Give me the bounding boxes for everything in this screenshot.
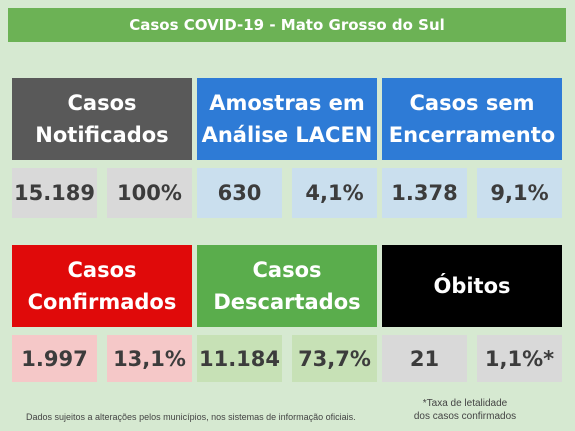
panel-percent: 1,1%* xyxy=(477,335,562,382)
note-line: dos casos confirmados xyxy=(413,411,517,422)
panel-title-line: Análise LACEN xyxy=(201,123,373,147)
panel-value: 630 xyxy=(197,168,282,218)
panel-percent: 4,1% xyxy=(292,168,377,218)
panel-title-line: Amostras em xyxy=(209,91,365,115)
header-title: Casos COVID-19 - Mato Grosso do Sul xyxy=(8,8,566,42)
panel-title-line: Casos xyxy=(252,258,322,282)
panel-value: 15.189 xyxy=(12,168,97,218)
panel-title-line: Notificados xyxy=(35,123,169,147)
panel-title: Casos Notificados xyxy=(12,78,192,160)
panel-value: 11.184 xyxy=(197,335,282,382)
panel-title-line: Encerramento xyxy=(388,123,556,147)
panel-title-line: Casos xyxy=(67,91,137,115)
panel-title: Casos Descartados xyxy=(197,245,377,327)
panel-percent: 100% xyxy=(107,168,192,218)
panel-percent: 73,7% xyxy=(292,335,377,382)
panel-title: Óbitos xyxy=(382,245,562,327)
panel-title: Amostras em Análise LACEN xyxy=(197,78,377,160)
panel-percent: 9,1% xyxy=(477,168,562,218)
note: *Taxa de letalidade dos casos confirmados xyxy=(400,397,530,423)
panel-value: 1.997 xyxy=(12,335,97,382)
panel-percent: 13,1% xyxy=(107,335,192,382)
panel-title-line: Casos sem xyxy=(409,91,535,115)
panel-title: Casos Confirmados xyxy=(12,245,192,327)
panel-value: 1.378 xyxy=(382,168,467,218)
note-line: *Taxa de letalidade xyxy=(422,398,508,409)
panel-title-line: Descartados xyxy=(213,290,361,314)
panel-title-line: Confirmados xyxy=(27,290,177,314)
panel-title-line: Casos xyxy=(67,258,137,282)
disclaimer: Dados sujeitos a alterações pelos municí… xyxy=(26,412,356,422)
panel-title: Casos sem Encerramento xyxy=(382,78,562,160)
panel-value: 21 xyxy=(382,335,467,382)
panel-title-line: Óbitos xyxy=(433,274,511,298)
